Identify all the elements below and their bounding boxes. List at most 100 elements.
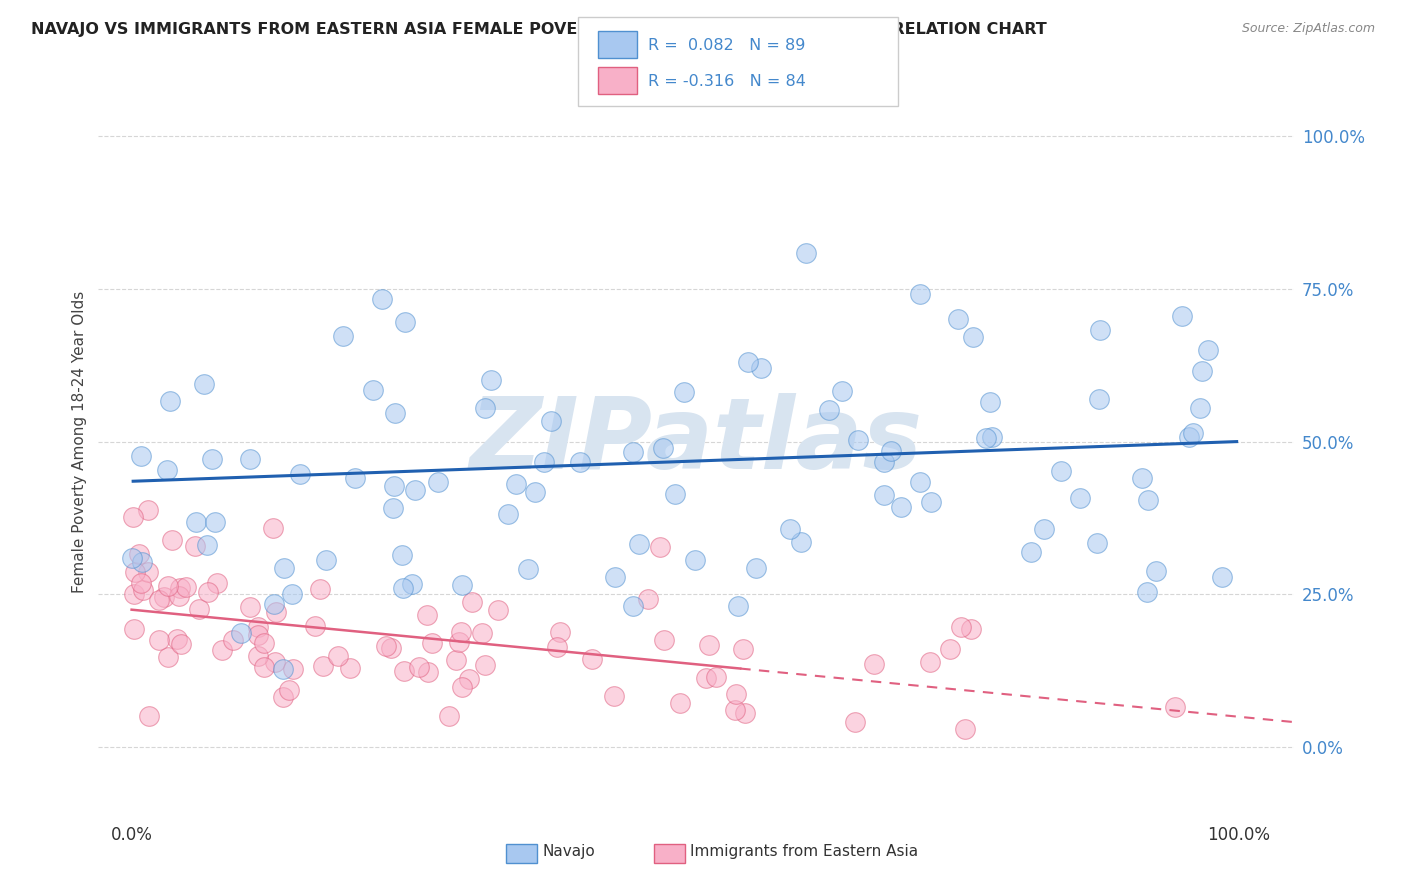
Point: [831, 384, 853, 399]
Point: [246, 619, 269, 633]
Point: [637, 591, 659, 606]
Point: [281, 587, 304, 601]
Text: ZIPatlas: ZIPatlas: [470, 393, 922, 490]
Point: [138, 709, 160, 723]
Point: [461, 595, 484, 609]
Point: [288, 467, 311, 481]
Point: [457, 672, 479, 686]
Point: [174, 581, 197, 595]
Point: [920, 655, 942, 669]
Point: [908, 475, 931, 489]
Point: [124, 565, 146, 579]
Point: [960, 622, 983, 636]
Point: [201, 452, 224, 467]
Point: [281, 662, 304, 676]
Point: [486, 603, 509, 617]
Point: [953, 722, 976, 736]
Text: NAVAJO VS IMMIGRANTS FROM EASTERN ASIA FEMALE POVERTY AMONG 18-24 YEAR OLDS CORR: NAVAJO VS IMMIGRANTS FROM EASTERN ASIA F…: [31, 22, 1046, 37]
Point: [167, 589, 190, 603]
Point: [392, 581, 415, 595]
Point: [672, 385, 695, 400]
Point: [844, 714, 866, 729]
Point: [533, 455, 555, 469]
Point: [724, 687, 747, 701]
Point: [427, 475, 450, 490]
Point: [496, 507, 519, 521]
Point: [479, 373, 502, 387]
Point: [569, 455, 592, 469]
Point: [148, 592, 170, 607]
Point: [138, 565, 160, 579]
Point: [1130, 470, 1153, 484]
Point: [1087, 392, 1109, 406]
Point: [1164, 700, 1187, 714]
Point: [166, 632, 188, 647]
Point: [309, 582, 332, 596]
Point: [343, 471, 366, 485]
Point: [664, 487, 686, 501]
Point: [273, 561, 295, 575]
Point: [186, 516, 208, 530]
Point: [129, 449, 152, 463]
Point: [361, 383, 384, 397]
Point: [731, 642, 754, 657]
Point: [157, 650, 180, 665]
Point: [727, 599, 749, 614]
Point: [621, 599, 644, 613]
Point: [789, 535, 811, 549]
Point: [444, 652, 467, 666]
Point: [908, 286, 931, 301]
Point: [474, 401, 496, 416]
Point: [517, 561, 540, 575]
Point: [160, 533, 183, 547]
Point: [239, 600, 262, 615]
Point: [253, 636, 276, 650]
Point: [1019, 545, 1042, 559]
Point: [862, 657, 884, 671]
Point: [695, 671, 717, 685]
Point: [384, 479, 406, 493]
Point: [222, 632, 245, 647]
Point: [148, 632, 170, 647]
Point: [981, 430, 1004, 444]
Point: [271, 662, 294, 676]
Point: [375, 639, 398, 653]
Point: [197, 585, 219, 599]
Point: [920, 495, 942, 509]
Point: [1049, 464, 1071, 478]
Point: [548, 625, 571, 640]
Point: [546, 640, 568, 654]
Point: [605, 570, 627, 584]
Point: [156, 578, 179, 592]
Point: [312, 658, 335, 673]
Point: [450, 624, 472, 639]
Point: [170, 637, 193, 651]
Point: [132, 582, 155, 597]
Point: [195, 539, 218, 553]
Point: [437, 709, 460, 723]
Point: [540, 414, 562, 428]
Point: [315, 553, 337, 567]
Point: [976, 431, 998, 445]
Point: [246, 648, 269, 663]
Point: [880, 444, 903, 458]
Point: [304, 619, 326, 633]
Point: [704, 670, 727, 684]
Point: [382, 501, 405, 516]
Point: [264, 655, 287, 669]
Point: [371, 292, 394, 306]
Y-axis label: Female Poverty Among 18-24 Year Olds: Female Poverty Among 18-24 Year Olds: [72, 291, 87, 592]
Text: Navajo: Navajo: [543, 844, 596, 859]
Point: [451, 577, 474, 591]
Point: [1137, 493, 1160, 508]
Point: [779, 522, 801, 536]
Point: [277, 683, 299, 698]
Point: [794, 246, 817, 260]
Point: [873, 488, 896, 502]
Point: [734, 706, 756, 720]
Point: [744, 561, 766, 575]
Point: [603, 690, 626, 704]
Point: [1144, 564, 1167, 578]
Point: [401, 577, 423, 591]
Point: [394, 315, 416, 329]
